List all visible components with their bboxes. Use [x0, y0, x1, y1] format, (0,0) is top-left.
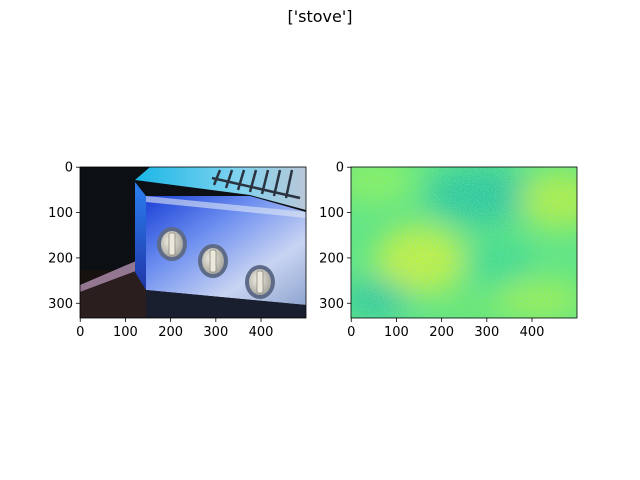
y-tick-label: 200 [319, 251, 344, 266]
x-tick-label: 0 [347, 325, 355, 340]
x-tick-label: 300 [203, 325, 228, 340]
y-tick-label: 100 [319, 206, 344, 221]
y-tick-label: 0 [336, 161, 344, 176]
x-tick-label: 0 [76, 325, 84, 340]
x-tick-label: 300 [474, 325, 499, 340]
photo-panel [80, 167, 306, 318]
y-tick-label: 0 [65, 161, 73, 176]
x-tick-label: 200 [158, 325, 183, 340]
x-tick-label: 400 [520, 325, 545, 340]
x-tick-label: 100 [384, 325, 409, 340]
x-tick-label: 200 [429, 325, 454, 340]
figure-title: ['stove'] [287, 7, 353, 26]
knob-icon [198, 244, 228, 278]
photo-frame [79, 166, 307, 319]
x-tick-label: 100 [113, 325, 138, 340]
y-tick-label: 200 [48, 251, 73, 266]
y-tick-label: 300 [48, 297, 73, 312]
x-tick-label: 400 [249, 325, 274, 340]
heatmap-panel [351, 167, 577, 318]
knob-icon [157, 227, 187, 261]
knob-icon [245, 265, 275, 299]
y-tick-label: 100 [48, 206, 73, 221]
y-tick-label: 300 [319, 297, 344, 312]
heatmap-frame [350, 166, 578, 319]
